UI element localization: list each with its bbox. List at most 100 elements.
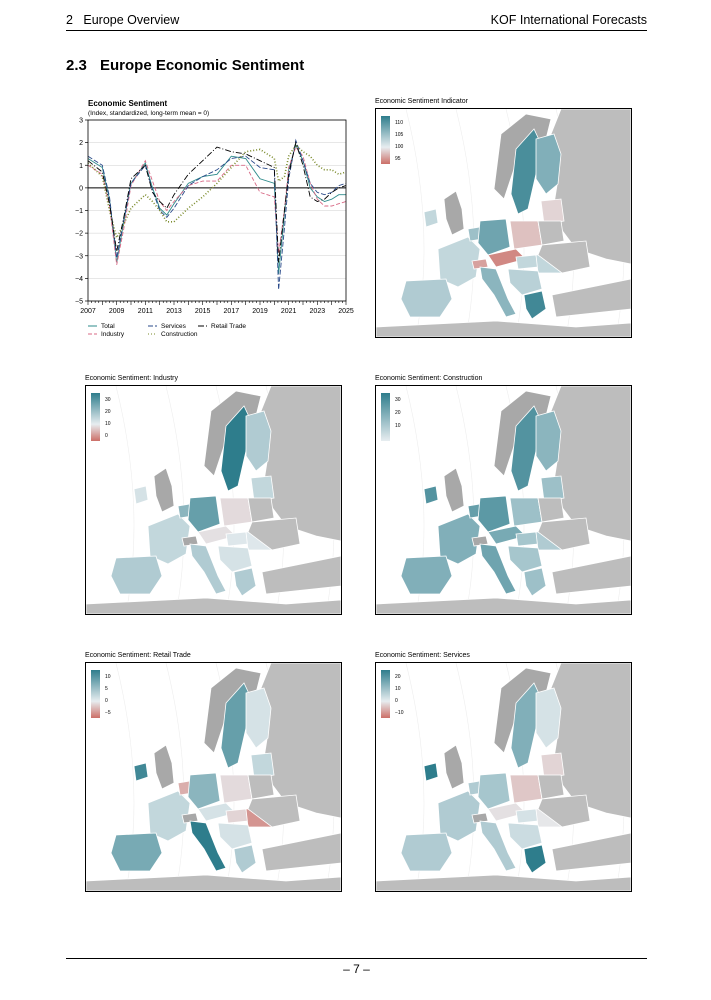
legend-tick-label: −10 [395, 710, 404, 716]
region-finland [535, 410, 562, 472]
legend-tick-label: 0 [395, 698, 398, 704]
region-balkans [507, 268, 543, 296]
region-ireland [133, 762, 149, 782]
graticule [455, 663, 475, 891]
y-tick-label: −3 [75, 253, 83, 260]
region-swiss [181, 812, 199, 824]
region-turkey [551, 278, 631, 318]
region-sweden [220, 405, 252, 492]
region-sweden [510, 405, 542, 492]
region-swiss [471, 535, 489, 547]
region-germany [477, 772, 511, 810]
publication-title: KOF International Forecasts [490, 13, 647, 27]
region-balkans [507, 545, 543, 573]
x-tick-label: 2015 [195, 308, 211, 315]
x-tick-label: 2021 [281, 308, 297, 315]
region-baltic [540, 198, 565, 225]
legend-colorbar [91, 393, 100, 441]
region-iberia [400, 832, 453, 872]
y-tick-label: −2 [75, 231, 83, 238]
y-tick-label: 0 [79, 185, 83, 192]
chapter-number: 2 [66, 13, 73, 27]
region-sweden [220, 682, 252, 769]
running-header: 2 Europe Overview KOF International Fore… [66, 12, 647, 31]
region-italy [189, 820, 227, 872]
y-tick-label: −4 [75, 276, 83, 283]
map-construction: 30 20 10 [375, 385, 632, 615]
region-africa [376, 597, 631, 614]
region-baltic [250, 475, 275, 502]
region-sweden [510, 682, 542, 769]
series-line-industry [87, 146, 347, 265]
region-ukraine [537, 794, 591, 828]
graticule [165, 386, 185, 614]
region-uk [153, 467, 175, 513]
map-services: 20 10 0 −10 [375, 662, 632, 892]
y-tick-label: −1 [75, 208, 83, 215]
region-africa [376, 320, 631, 337]
region-ukraine [537, 517, 591, 551]
region-poland [509, 774, 543, 804]
region-italy [189, 543, 227, 595]
map-svg [376, 386, 631, 614]
region-greece [233, 844, 257, 874]
legend-label: Total [101, 323, 115, 330]
graticule [455, 109, 475, 337]
region-italy [479, 266, 517, 318]
region-ukraine [537, 240, 591, 274]
region-swiss [471, 812, 489, 824]
region-iberia [110, 555, 163, 595]
legend-tick-label: 10 [395, 686, 401, 692]
region-ireland [133, 485, 149, 505]
x-tick-label: 2025 [338, 308, 354, 315]
map-title-esi: Economic Sentiment Indicator [375, 98, 468, 105]
page-footer: – 7 – [66, 958, 647, 976]
region-finland [535, 133, 562, 195]
region-belarus [537, 774, 565, 800]
chapter-label: 2 Europe Overview [66, 13, 179, 27]
region-hungary [515, 531, 539, 547]
y-tick-label: 1 [79, 163, 83, 170]
region-baltic [540, 475, 565, 502]
legend-tick-label: 110 [395, 120, 403, 126]
legend-label: Services [161, 323, 187, 330]
region-hungary [225, 808, 249, 824]
region-baltic [540, 752, 565, 779]
legend-tick-label: 10 [105, 421, 111, 427]
map-svg [86, 663, 341, 891]
region-uk [443, 467, 465, 513]
legend-tick-label: 30 [395, 397, 401, 403]
region-finland [535, 687, 562, 749]
region-germany [477, 218, 511, 256]
region-swiss [471, 258, 489, 270]
legend-tick-label: 0 [105, 433, 108, 439]
map-industry: 30 20 10 0 [85, 385, 342, 615]
region-turkey [551, 555, 631, 595]
region-belarus [537, 497, 565, 523]
region-balkans [507, 822, 543, 850]
graticule [165, 663, 185, 891]
legend-tick-label: 100 [395, 144, 404, 150]
series-line-retail-trade [87, 140, 347, 263]
region-baltic [250, 752, 275, 779]
legend-tick-label: 20 [395, 674, 401, 680]
region-greece [523, 844, 547, 874]
region-uk [153, 744, 175, 790]
region-poland [509, 497, 543, 527]
legend-colorbar [381, 670, 390, 718]
region-finland [245, 410, 272, 472]
legend-colorbar [381, 393, 390, 441]
region-uk [443, 190, 465, 236]
region-swiss [181, 535, 199, 547]
region-belarus [247, 774, 275, 800]
legend-tick-label: 95 [395, 156, 401, 162]
series-line-total [87, 143, 346, 274]
section-heading: 2.3 Europe Economic Sentiment [66, 57, 304, 74]
y-tick-label: −5 [75, 299, 83, 306]
legend-label: Construction [161, 331, 198, 338]
region-greece [523, 290, 547, 320]
region-italy [479, 820, 517, 872]
region-greece [233, 567, 257, 597]
legend-tick-label: −5 [105, 710, 111, 716]
region-poland [509, 220, 543, 250]
